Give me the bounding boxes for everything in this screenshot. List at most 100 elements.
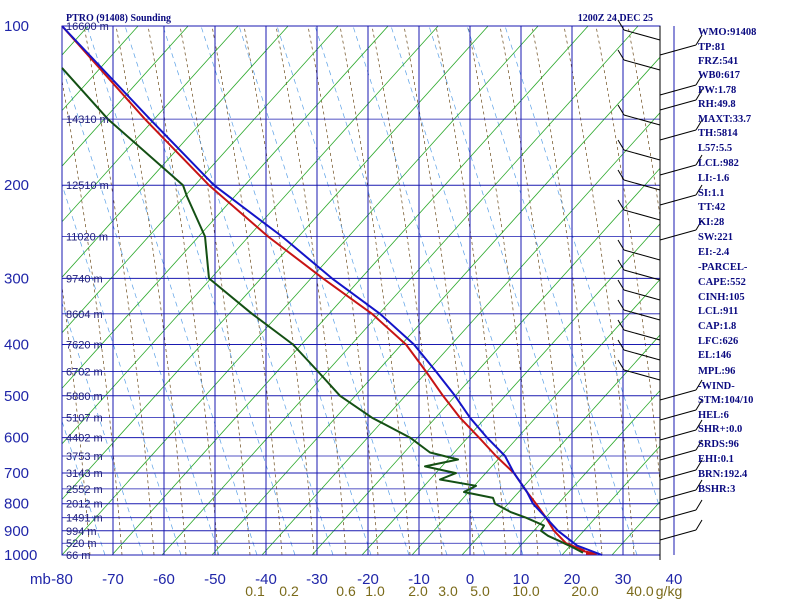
index-th: TH:5814 xyxy=(698,128,738,139)
chart-title: PTRO (91408) Sounding xyxy=(66,13,171,24)
dry-adiabat-line xyxy=(211,26,283,555)
height-label: 8604 m xyxy=(66,309,103,321)
temperature-tick-label: -20 xyxy=(357,571,379,588)
isotherm-line xyxy=(261,112,660,555)
isotherm-line xyxy=(161,26,639,555)
index-ehi: EHI:0.1 xyxy=(698,454,734,465)
mixing-ratio-line xyxy=(62,65,220,555)
wind-barb-flag xyxy=(695,184,703,196)
wind-barb xyxy=(659,99,697,111)
mixing-ratio-line xyxy=(314,26,486,555)
index-li: LI:-1.6 xyxy=(698,173,729,184)
temperature-tick-label: 40 xyxy=(666,571,683,588)
mixing-ratio-label: 1.0 xyxy=(365,583,385,599)
mixing-ratio-line xyxy=(352,26,524,555)
wind-barb xyxy=(623,149,661,161)
wind-barb-flag xyxy=(617,139,625,151)
height-label: 520 m xyxy=(66,538,97,550)
dewpoint-curve xyxy=(61,67,584,554)
temperature-tick-label: -60 xyxy=(153,571,175,588)
wind-barb-flag xyxy=(695,89,703,101)
pressure-label: 200 xyxy=(4,177,29,194)
wind-barb xyxy=(623,209,661,221)
index-parcel-header: -PARCEL- xyxy=(698,262,748,273)
isotherm-line xyxy=(62,26,239,223)
height-label: 12510 m xyxy=(66,180,109,192)
mixing-ratio-label: 0.6 xyxy=(336,583,356,599)
mixing-ratio-line xyxy=(162,26,334,555)
wind-barb xyxy=(623,179,661,191)
index-sw: SW:221 xyxy=(698,232,733,243)
isotherm-line xyxy=(62,26,189,167)
mixing-ratio-label: 0.2 xyxy=(279,583,299,599)
pressure-label: 700 xyxy=(4,465,29,482)
isotherm-line xyxy=(311,167,660,555)
index-shr: SHR+:0.0 xyxy=(698,424,742,435)
temperature-tick-label: 20 xyxy=(564,571,581,588)
wind-barb xyxy=(659,509,697,521)
wind-barb-flag xyxy=(695,479,703,491)
isotherm-line xyxy=(361,223,660,555)
temperature-tick-label: -40 xyxy=(255,571,277,588)
wind-barb xyxy=(623,59,661,71)
temperature-tick-label: -70 xyxy=(102,571,124,588)
wind-barb xyxy=(659,529,697,541)
index-wb0: WB0:617 xyxy=(698,70,740,81)
pressure-label: 800 xyxy=(4,496,29,513)
pressure-label: 300 xyxy=(4,270,29,287)
wind-barb-flag xyxy=(695,439,703,451)
wind-barb xyxy=(623,289,661,301)
wind-barb-flag xyxy=(695,74,703,86)
mixing-ratio-line xyxy=(200,26,372,555)
wind-barb xyxy=(659,409,697,421)
wind-barb xyxy=(659,44,697,56)
mixing-ratio-line xyxy=(62,183,182,555)
dry-adiabat-line xyxy=(467,26,539,555)
wind-barb-flag xyxy=(695,519,703,531)
dry-adiabat-line xyxy=(531,26,603,555)
wind-barb xyxy=(623,349,661,361)
dry-adiabat-line xyxy=(62,78,123,555)
index-cape: CAPE:552 xyxy=(698,277,746,288)
wind-barbs xyxy=(617,19,703,560)
index-lcl: LCL:982 xyxy=(698,158,739,169)
dry-adiabat-line xyxy=(179,26,251,555)
wind-barb xyxy=(623,269,661,281)
index-l57: L57:5.5 xyxy=(698,143,732,154)
height-label: 994 m xyxy=(66,526,97,538)
wind-barb-flag xyxy=(695,119,703,131)
parcel-curve xyxy=(61,25,603,556)
height-label: 66 m xyxy=(66,550,90,562)
chart-time: 1200Z 24 DEC 25 xyxy=(578,13,653,24)
dry-adiabat-line xyxy=(595,26,660,488)
dry-adiabat-line xyxy=(371,26,443,555)
isotherm-line xyxy=(511,389,660,555)
height-label: 2552 m xyxy=(66,484,103,496)
dry-adiabat-line xyxy=(62,284,91,555)
isotherm-line xyxy=(62,26,389,389)
wind-barb-flag xyxy=(695,34,703,46)
wind-barb-flag xyxy=(695,499,703,511)
isotherm-line xyxy=(62,26,439,445)
index-tt: TT:42 xyxy=(698,202,725,213)
isotherm-line xyxy=(62,26,489,501)
mixing-ratio-line xyxy=(428,26,600,555)
wind-barb-flag xyxy=(617,319,625,331)
wind-barb-flag xyxy=(695,379,703,391)
indices-panel: WMO:91408 TP:81 FRZ:541 WB0:617 PW:1.78 … xyxy=(698,27,756,495)
unit-label: mb xyxy=(30,571,51,588)
index-maxt: MAXT:33.7 xyxy=(698,114,751,125)
index-pw: PW:1.78 xyxy=(698,85,736,96)
height-label: 1491 m xyxy=(66,513,103,525)
dry-adiabat-line xyxy=(83,26,155,555)
dry-adiabat-line xyxy=(147,26,219,555)
wind-barb-flag xyxy=(617,239,625,251)
height-label: 14310 m xyxy=(66,114,109,126)
wind-barb-flag xyxy=(617,259,625,271)
index-stm: STM:104/10 xyxy=(698,395,753,406)
wind-barb xyxy=(659,164,697,176)
wind-barb-flag xyxy=(617,279,625,291)
height-label: 9740 m xyxy=(66,273,103,285)
isotherm-line xyxy=(62,26,339,334)
